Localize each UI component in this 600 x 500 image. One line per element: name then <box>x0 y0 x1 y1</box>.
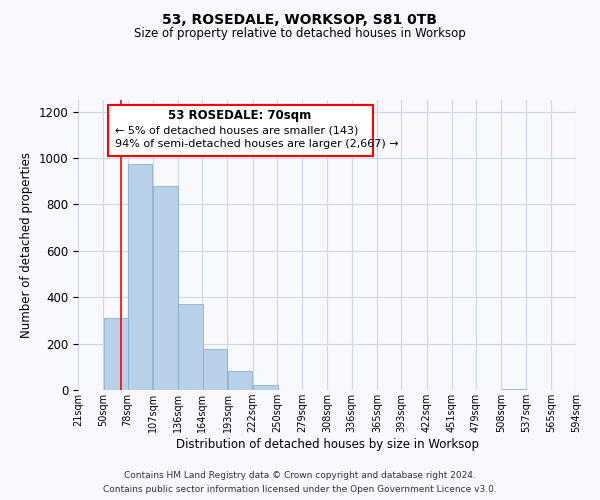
FancyBboxPatch shape <box>107 104 373 156</box>
Text: Contains public sector information licensed under the Open Government Licence v3: Contains public sector information licen… <box>103 484 497 494</box>
Bar <box>228 372 253 390</box>
Bar <box>253 386 278 390</box>
Bar <box>153 186 178 390</box>
Text: Contains HM Land Registry data © Crown copyright and database right 2024.: Contains HM Land Registry data © Crown c… <box>124 472 476 480</box>
Bar <box>502 389 526 390</box>
Text: 53, ROSEDALE, WORKSOP, S81 0TB: 53, ROSEDALE, WORKSOP, S81 0TB <box>163 12 437 26</box>
Text: 94% of semi-detached houses are larger (2,667) →: 94% of semi-detached houses are larger (… <box>115 140 398 149</box>
Bar <box>203 350 227 390</box>
Bar <box>128 164 152 390</box>
Text: Size of property relative to detached houses in Worksop: Size of property relative to detached ho… <box>134 28 466 40</box>
Bar <box>178 304 203 390</box>
Text: ← 5% of detached houses are smaller (143): ← 5% of detached houses are smaller (143… <box>115 125 358 135</box>
X-axis label: Distribution of detached houses by size in Worksop: Distribution of detached houses by size … <box>176 438 479 451</box>
Y-axis label: Number of detached properties: Number of detached properties <box>20 152 33 338</box>
Text: 53 ROSEDALE: 70sqm: 53 ROSEDALE: 70sqm <box>169 110 312 122</box>
Bar <box>104 318 128 390</box>
